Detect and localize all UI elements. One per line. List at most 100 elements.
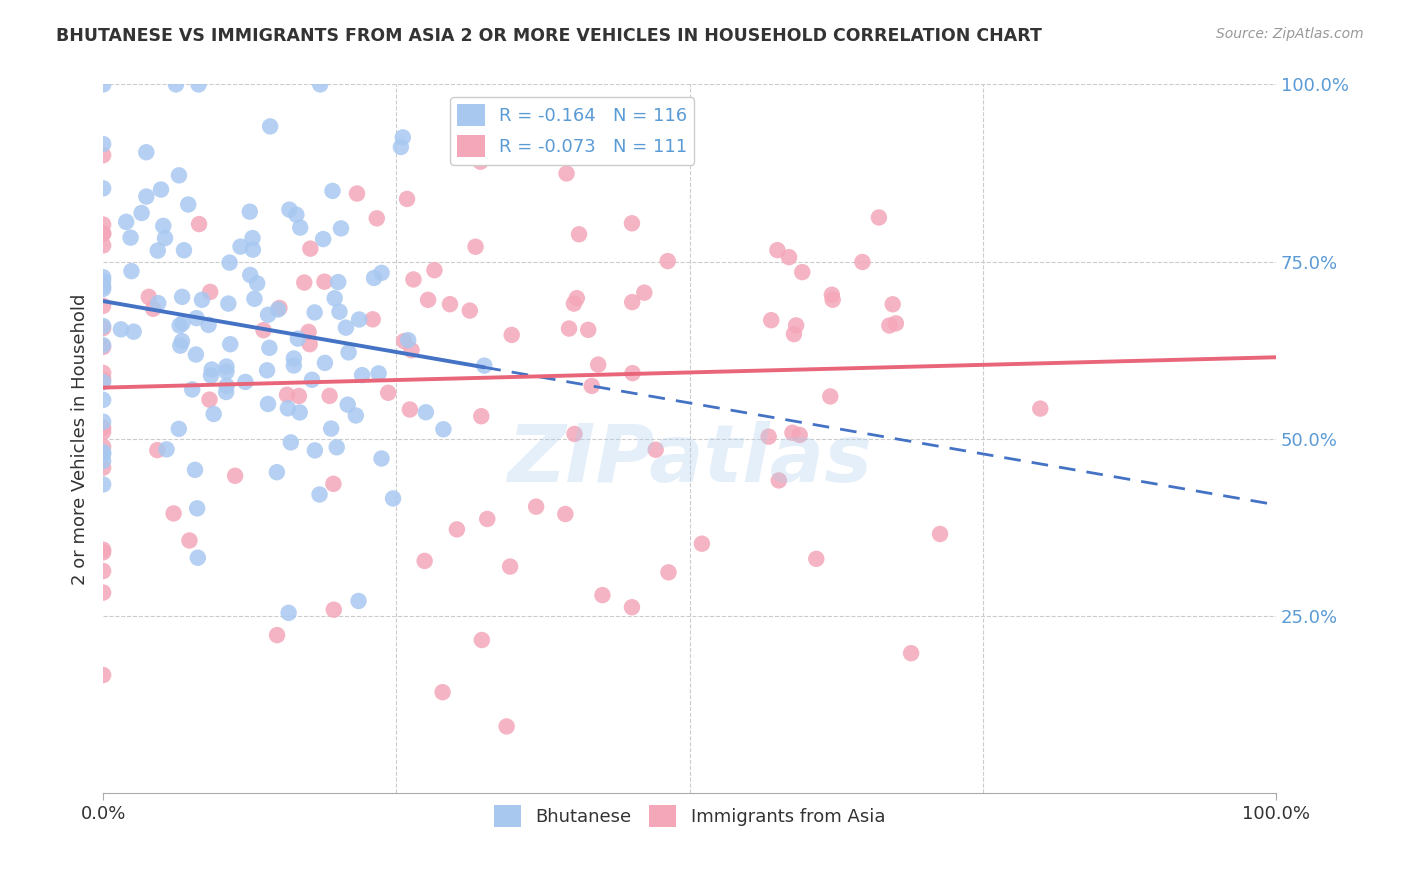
Point (269, 301, 291, 315)
Point (202, 407, 225, 421)
Legend: Bhutanese, Immigrants from Asia: Bhutanese, Immigrants from Asia (486, 797, 893, 834)
Point (148, 296, 170, 310)
Point (347, 594, 370, 608)
Point (186, 501, 208, 516)
Point (169, 339, 191, 353)
Point (392, 334, 415, 348)
Point (290, 220, 312, 235)
Point (153, 231, 176, 245)
Point (187, 78, 209, 92)
Point (110, 322, 132, 336)
Point (477, 512, 499, 526)
Point (298, 337, 321, 351)
Point (186, 311, 208, 326)
Point (761, 313, 783, 327)
Text: ZIPatlas: ZIPatlas (508, 421, 872, 500)
Point (283, 359, 305, 373)
Point (868, 211, 890, 225)
Point (246, 277, 269, 291)
Point (621, 366, 644, 380)
Point (620, 600, 643, 615)
Point (224, 468, 246, 483)
Point (297, 325, 319, 339)
Point (402, 272, 425, 286)
Point (91, 282, 114, 296)
Point (900, 646, 922, 660)
Point (257, 308, 280, 322)
Point (392, 130, 415, 145)
Point (91, 585, 114, 599)
Point (239, 204, 262, 219)
Point (366, 211, 388, 226)
Point (252, 323, 274, 337)
Point (259, 341, 281, 355)
Point (312, 232, 335, 246)
Point (792, 265, 814, 279)
Point (558, 321, 581, 335)
Point (115, 215, 138, 229)
Point (328, 275, 350, 289)
Point (135, 189, 157, 203)
Point (91, 545, 114, 559)
Point (91, 299, 114, 313)
Point (278, 202, 301, 217)
Point (155, 442, 177, 457)
Point (146, 443, 169, 458)
Point (215, 379, 238, 393)
Point (820, 389, 842, 403)
Point (432, 422, 454, 436)
Point (91, 148, 114, 162)
Point (217, 296, 239, 310)
Point (308, 487, 330, 501)
Point (423, 263, 446, 277)
Point (464, 240, 486, 254)
Point (415, 405, 437, 419)
Point (501, 327, 523, 342)
Point (229, 239, 252, 253)
Point (416, 293, 439, 307)
Point (91, 318, 114, 333)
Point (91, 564, 114, 578)
Point (554, 507, 576, 521)
Point (472, 359, 495, 373)
Point (524, 500, 547, 514)
Point (138, 290, 160, 304)
Point (91, 78, 114, 92)
Point (219, 337, 242, 351)
Point (785, 318, 807, 333)
Point (172, 316, 194, 330)
Point (396, 333, 419, 347)
Point (184, 347, 207, 361)
Point (377, 385, 399, 400)
Point (657, 566, 679, 580)
Point (239, 268, 262, 282)
Point (321, 184, 343, 198)
Point (91, 181, 114, 195)
Point (215, 365, 238, 379)
Point (165, 78, 187, 92)
Point (91, 274, 114, 288)
Point (336, 398, 359, 412)
Point (396, 192, 419, 206)
Point (299, 242, 322, 256)
Point (344, 409, 367, 423)
Point (564, 426, 586, 441)
Point (335, 320, 357, 334)
Point (581, 379, 603, 393)
Point (91, 445, 114, 459)
Point (346, 186, 368, 201)
Point (363, 271, 385, 285)
Text: BHUTANESE VS IMMIGRANTS FROM ASIA 2 OR MORE VEHICLES IN HOUSEHOLD CORRELATION CH: BHUTANESE VS IMMIGRANTS FROM ASIA 2 OR M… (56, 27, 1042, 45)
Point (91, 392, 114, 407)
Point (586, 358, 609, 372)
Point (401, 343, 423, 358)
Point (122, 325, 145, 339)
Point (277, 401, 299, 416)
Point (198, 392, 221, 407)
Point (177, 197, 200, 211)
Point (91, 542, 114, 557)
Point (280, 435, 302, 450)
Point (167, 422, 190, 436)
Point (172, 290, 194, 304)
Point (322, 476, 344, 491)
